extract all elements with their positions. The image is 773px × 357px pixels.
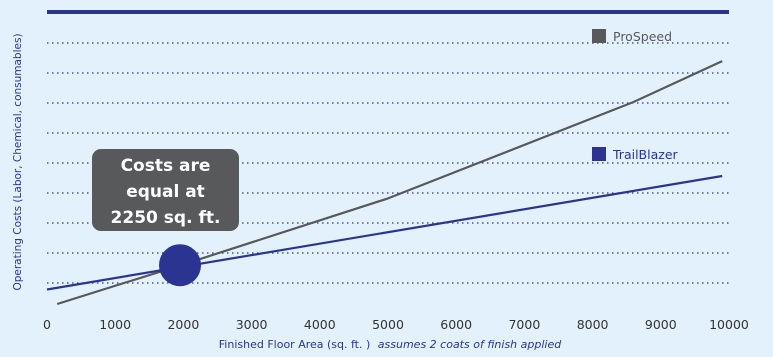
x-tick-label: 0: [43, 317, 51, 332]
callout-text-line: Costs are: [121, 156, 211, 176]
series-line-prospeed: [56, 60, 723, 306]
x-tick-label: 7000: [508, 317, 540, 332]
legend-swatch-trailblazer: [592, 147, 606, 161]
y-axis-label: Operating Costs (Labor, Chemical, consum…: [12, 33, 24, 290]
grid-lines: [47, 10, 729, 284]
x-tick-labels: 0 1000 2000 3000 4000 5000 6000 7000 8000 9000 100…: [43, 317, 749, 332]
x-axis-label: Finished Floor Area (sq. ft. ) assumes 2…: [219, 338, 562, 351]
x-tick-label: 10000: [709, 317, 749, 332]
legend-swatch-prospeed: [592, 29, 606, 43]
series-lines: [46, 60, 723, 306]
legend-label-trailblazer: TrailBlazer: [612, 147, 679, 162]
x-tick-label: 2000: [167, 317, 199, 332]
x-tick-label: 5000: [372, 317, 404, 332]
annotation: Costs are equal at 2250 sq. ft.: [92, 149, 239, 287]
x-tick-label: 8000: [577, 317, 609, 332]
x-tick-label: 4000: [304, 317, 336, 332]
x-tick-label: 3000: [236, 317, 268, 332]
x-axis-label-main: Finished Floor Area (sq. ft. ): [219, 338, 371, 351]
x-tick-label: 9000: [645, 317, 677, 332]
legend: ProSpeed TrailBlazer: [592, 29, 679, 162]
equal-cost-marker: [158, 244, 201, 287]
callout-box: [92, 149, 239, 231]
x-tick-label: 1000: [99, 317, 131, 332]
legend-label-prospeed: ProSpeed: [613, 29, 672, 44]
x-tick-label: 6000: [440, 317, 472, 332]
top-bar: [47, 10, 729, 14]
callout-text-line: 2250 sq. ft.: [111, 208, 221, 228]
series-line-trailblazer: [46, 174, 723, 291]
callout-text-line: equal at: [126, 182, 205, 202]
x-axis-label-note: assumes 2 coats of finish applied: [378, 338, 562, 351]
